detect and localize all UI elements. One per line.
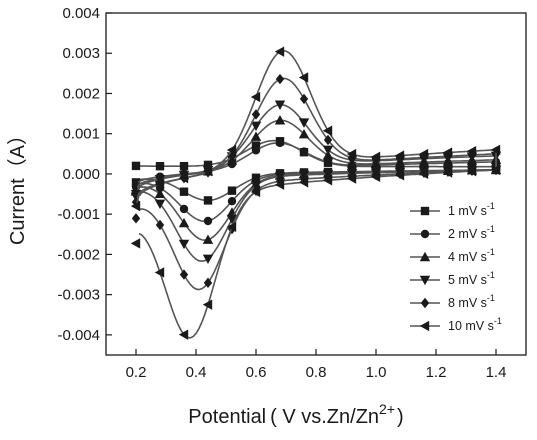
x-tick-label: 0.2: [126, 364, 147, 381]
data-point: [421, 230, 429, 238]
x-tick-label: 1.2: [426, 364, 447, 381]
y-tick-label: 0.001: [62, 126, 100, 143]
y-axis-ticks: 0.004 0.003 0.002 0.001 0.000 -0.001 -0.002 -0.…: [57, 5, 112, 344]
y-tick-label: -0.004: [57, 327, 100, 344]
data-point: [228, 186, 236, 194]
y-tick-label: 0.003: [62, 45, 100, 62]
data-point: [131, 238, 140, 248]
x-axis-title: Potential( V vs.Zn/Zn2+): [188, 401, 403, 428]
x-axis-title-superscript: 2+: [379, 401, 395, 417]
data-point: [276, 139, 284, 147]
legend-label: 2 mV s-1: [448, 224, 495, 241]
data-point: [299, 72, 308, 82]
data-point: [204, 196, 212, 204]
data-point: [251, 92, 260, 102]
data-point: [420, 321, 429, 331]
data-point: [179, 240, 189, 249]
x-axis-title-paren: ( V vs.Zn/Zn: [270, 406, 379, 428]
x-axis-ticks: 0.2 0.4 0.6 0.8 1.0 1.2 1.4: [126, 349, 507, 381]
data-point: [252, 109, 260, 119]
data-point: [180, 205, 188, 213]
x-axis-title-close: ): [397, 406, 404, 428]
x-tick-label: 1.4: [486, 364, 507, 381]
series-line: [136, 78, 496, 289]
legend: 1 mV s-1 2 mV s-1 4 mV s-1 5 mV s-1 8 mV s-1…: [410, 201, 502, 333]
series-line: [136, 105, 496, 261]
data-point: [180, 187, 188, 195]
y-tick-label: -0.002: [57, 246, 100, 263]
legend-label: 4 mV s-1: [448, 247, 495, 264]
legend-label: 10 mV s-1: [448, 316, 502, 333]
x-tick-label: 0.8: [306, 364, 327, 381]
data-point: [203, 255, 213, 264]
y-tick-label: 0.004: [62, 5, 100, 22]
data-point: [421, 298, 429, 308]
data-point: [252, 146, 260, 154]
y-axis-title: Current（A）: [6, 125, 29, 245]
legend-label: 1 mV s-1: [448, 201, 495, 218]
x-axis-title-main: Potential: [188, 406, 266, 428]
data-point: [276, 74, 284, 84]
data-point: [203, 235, 213, 244]
series-line: [136, 143, 496, 221]
series-curves: [131, 46, 501, 339]
data-point: [132, 162, 140, 170]
y-tick-label: -0.003: [57, 287, 100, 304]
data-point: [228, 197, 236, 205]
data-point: [132, 213, 140, 223]
data-point: [300, 147, 308, 155]
y-tick-label: -0.001: [57, 206, 100, 223]
x-tick-label: 1.0: [366, 364, 387, 381]
x-tick-label: 0.6: [246, 364, 267, 381]
y-tick-label: 0.002: [62, 85, 100, 102]
data-point: [179, 329, 188, 339]
data-point: [180, 162, 188, 170]
data-point: [204, 217, 212, 225]
legend-label: 5 mV s-1: [448, 270, 495, 287]
x-tick-label: 0.4: [186, 364, 207, 381]
data-point: [421, 207, 429, 215]
y-tick-label: 0.000: [62, 166, 100, 183]
data-point: [156, 162, 164, 170]
legend-label: 8 mV s-1: [448, 293, 495, 310]
